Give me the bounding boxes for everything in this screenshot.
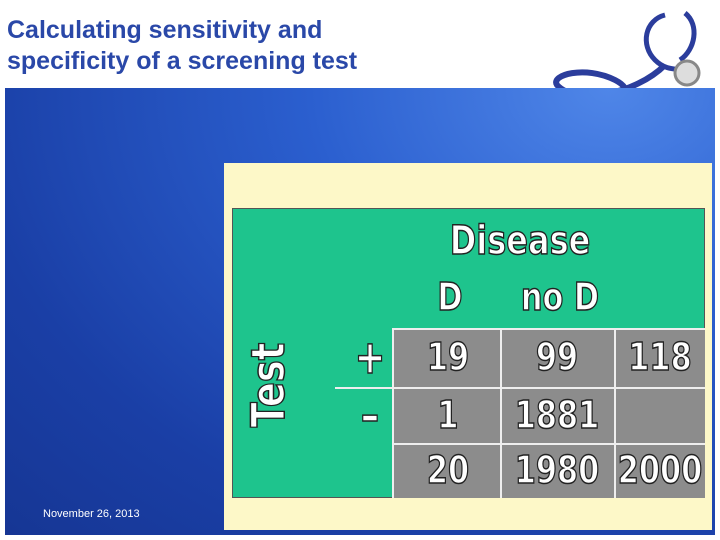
cell: 1980 — [514, 448, 600, 492]
cell-area — [392, 328, 705, 498]
cell: 1 — [437, 393, 459, 437]
cell: 118 — [628, 335, 693, 379]
cell: 2000 — [617, 448, 703, 492]
cell: 20 — [426, 448, 470, 492]
cell: 99 — [535, 335, 579, 379]
date: November 26, 2013 — [43, 508, 140, 520]
grid-line — [335, 387, 705, 389]
column-header: no D — [520, 275, 600, 319]
grid-line — [392, 443, 705, 445]
row-group: Test — [240, 342, 295, 428]
row-label: + — [354, 330, 386, 384]
grid-line — [392, 328, 705, 330]
cell: 19 — [426, 335, 470, 379]
cell: 1881 — [514, 393, 600, 437]
column-group: Disease — [449, 218, 591, 264]
slide-title: Calculating sensitivity and specificity … — [7, 16, 358, 75]
grid-line — [500, 328, 502, 498]
grid-line — [392, 328, 394, 498]
grid-line — [614, 328, 616, 498]
row-label: – — [360, 388, 380, 442]
column-header: D — [437, 275, 463, 319]
